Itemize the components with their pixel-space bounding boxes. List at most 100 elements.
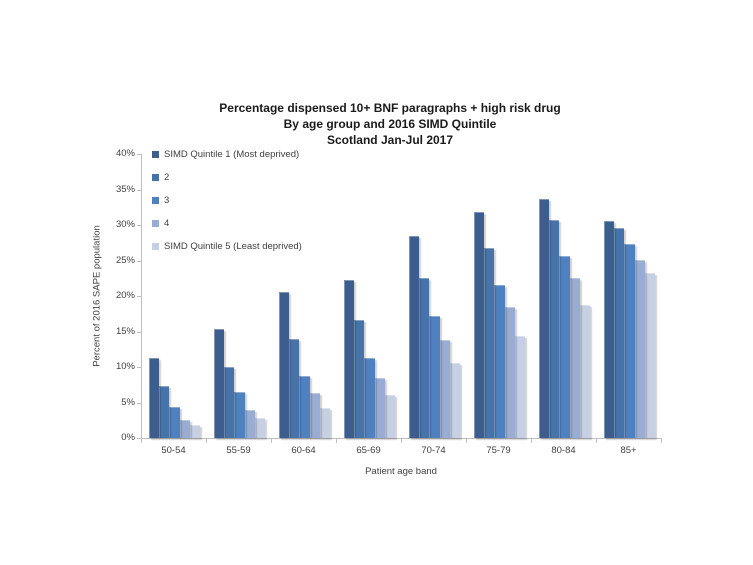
chart-title-line-1: Percentage dispensed 10+ BNF paragraphs …	[219, 101, 561, 115]
bar-70-74-quintile-4	[439, 340, 451, 438]
y-tick-mark	[137, 154, 141, 155]
y-tick-label: 30%	[115, 219, 135, 230]
y-tick-mark	[137, 367, 141, 368]
legend-marker-icon	[152, 150, 159, 158]
y-tick-mark	[137, 438, 141, 439]
y-tick-label: 15%	[115, 325, 135, 337]
bar-75-79-quintile-2	[483, 248, 495, 438]
x-tick-mark	[531, 439, 532, 443]
bar-group-55-59	[207, 154, 272, 438]
x-category-label: 75-79	[486, 445, 511, 456]
chart-title-line-2: By age group and 2016 SIMD Quintile	[283, 117, 497, 131]
bar-80-84-quintile-4	[569, 277, 581, 438]
x-tick-mark	[336, 439, 337, 443]
bar-80-84-quintile-2	[548, 220, 560, 438]
y-tick-mark	[137, 296, 141, 297]
x-tick-mark	[206, 439, 207, 443]
legend-label: 4	[164, 217, 170, 229]
legend-entry-4: 4	[152, 217, 170, 229]
bar-85+-quintile-1	[603, 221, 614, 438]
x-tick-mark	[466, 439, 467, 443]
bar-65-69-quintile-4	[374, 377, 386, 438]
bar-55-59-quintile-4	[244, 409, 256, 438]
bar-70-74-quintile-1	[408, 236, 419, 438]
y-tick-mark	[137, 260, 141, 262]
bar-50-54-quintile-1	[148, 357, 159, 438]
bar-group-80-84	[532, 154, 597, 438]
bar-80-84-quintile-1	[538, 198, 549, 438]
bar-60-64-quintile-2	[288, 339, 300, 438]
y-tick-mark	[137, 402, 141, 404]
bar-85+-quintile-2	[613, 227, 625, 438]
x-tick-mark	[401, 439, 402, 443]
bar-70-74-quintile-2	[418, 277, 430, 438]
bar-80-84-quintile-3	[559, 255, 570, 438]
x-category-label: 55-59	[226, 445, 251, 456]
bar-65-69-quintile-1	[343, 279, 354, 438]
bar-group-75-79	[467, 154, 532, 438]
legend-entry-5: SIMD Quintile 5 (Least deprived)	[152, 240, 302, 252]
bar-75-79-quintile-5	[515, 335, 526, 438]
y-tick-label: 5%	[121, 396, 135, 408]
bar-75-79-quintile-3	[494, 285, 505, 438]
y-tick-label: 40%	[115, 148, 135, 159]
x-tick-mark	[141, 439, 142, 443]
x-tick-mark	[596, 439, 597, 443]
x-axis-title: Patient age band	[365, 466, 437, 477]
legend-label: 2	[164, 171, 170, 183]
bar-85+-quintile-4	[634, 259, 646, 438]
bar-55-59-quintile-2	[223, 367, 235, 438]
legend-label: SIMD Quintile 1 (Most deprived)	[164, 148, 300, 160]
legend-label: SIMD Quintile 5 (Least deprived)	[164, 240, 302, 252]
x-tick-mark	[271, 439, 272, 443]
y-tick-label: 20%	[115, 290, 135, 301]
bar-group-60-64	[272, 154, 337, 438]
bar-70-74-quintile-5	[450, 363, 461, 438]
legend-entry-1: SIMD Quintile 1 (Most deprived)	[152, 148, 300, 160]
bar-60-64-quintile-4	[309, 393, 321, 438]
bar-85+-quintile-5	[645, 272, 656, 438]
chart-title: Percentage dispensed 10+ BNF paragraphs …	[100, 100, 680, 148]
legend-marker-icon	[152, 173, 159, 181]
bar-50-54-quintile-2	[158, 386, 170, 438]
x-category-label: 50-54	[161, 445, 186, 456]
legend-entry-2: 2	[152, 171, 170, 183]
y-tick-label: 10%	[115, 361, 135, 372]
bar-55-59-quintile-5	[255, 418, 266, 438]
x-tick-mark	[661, 439, 662, 443]
chart-title-line-3: Scotland Jan-Jul 2017	[326, 133, 454, 147]
bar-group-65-69	[337, 154, 402, 438]
legend-label: 3	[164, 194, 170, 206]
legend-marker-icon	[152, 219, 159, 227]
plot-area	[141, 154, 662, 439]
bar-60-64-quintile-3	[299, 375, 310, 438]
bar-60-64-quintile-5	[320, 408, 331, 438]
y-tick-label: 0%	[121, 432, 135, 443]
y-tick-mark	[137, 331, 141, 333]
bar-group-70-74	[402, 154, 467, 438]
bar-70-74-quintile-3	[429, 315, 440, 438]
legend-marker-icon	[152, 196, 159, 204]
bar-group-85+	[597, 154, 662, 438]
x-category-label: 80-84	[551, 445, 576, 456]
y-tick-mark	[137, 225, 141, 226]
bar-80-84-quintile-5	[580, 305, 591, 438]
x-category-label: 70-74	[421, 445, 446, 456]
bar-55-59-quintile-3	[234, 391, 245, 438]
x-category-label: 60-64	[291, 445, 316, 456]
y-tick-label: 35%	[115, 183, 135, 195]
legend-marker-icon	[152, 242, 159, 250]
bar-65-69-quintile-2	[353, 320, 365, 438]
bar-group-50-54	[142, 154, 207, 438]
bar-65-69-quintile-3	[364, 358, 375, 438]
x-category-label: 65-69	[356, 445, 381, 456]
bar-75-79-quintile-1	[473, 212, 484, 438]
bar-75-79-quintile-4	[504, 306, 516, 438]
bar-50-54-quintile-4	[179, 419, 191, 438]
bar-55-59-quintile-1	[213, 328, 224, 438]
bar-60-64-quintile-1	[278, 292, 289, 438]
legend-entry-3: 3	[152, 194, 170, 206]
bar-50-54-quintile-5	[190, 425, 201, 438]
y-tick-mark	[137, 189, 141, 191]
